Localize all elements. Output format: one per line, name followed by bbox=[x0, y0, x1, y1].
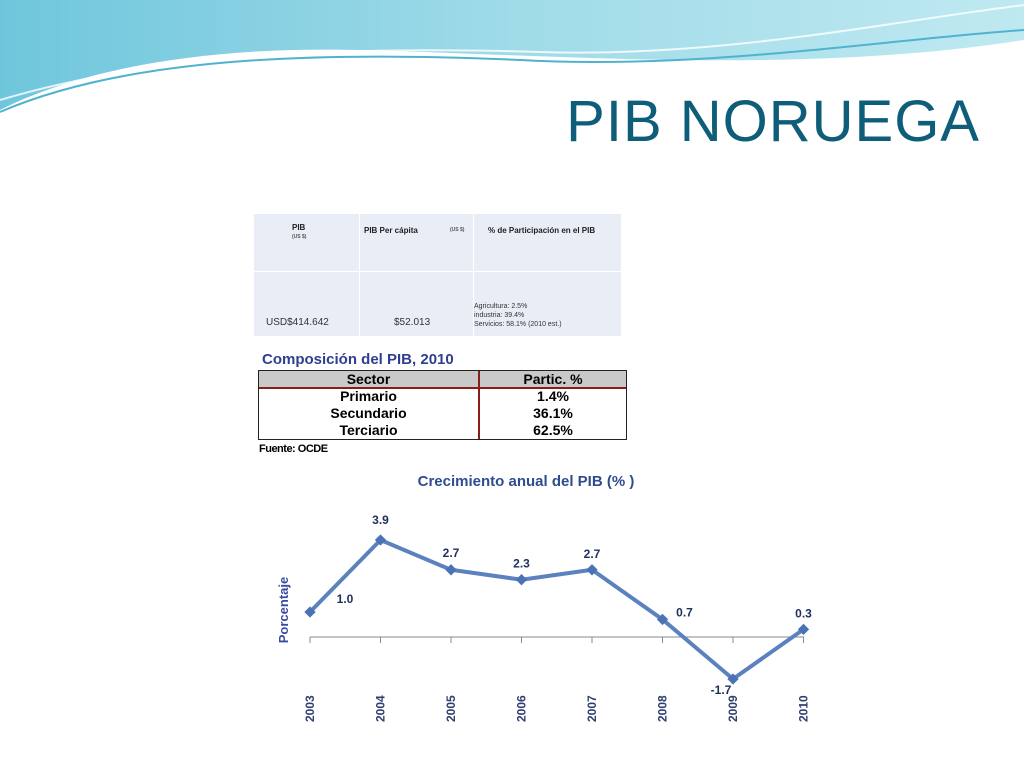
x-tick-label: 2004 bbox=[374, 695, 388, 722]
data-label: 3.9 bbox=[372, 513, 389, 527]
data-point-marker bbox=[797, 623, 810, 636]
series-markers bbox=[304, 534, 810, 685]
composition-row-sector: Terciario bbox=[339, 422, 398, 438]
x-tick-label: 2005 bbox=[444, 695, 458, 722]
x-tick-label: 2003 bbox=[303, 695, 317, 722]
x-tick-label: 2010 bbox=[797, 695, 811, 722]
info-participation-list: Agricultura: 2.5% industria: 39.4% Servi… bbox=[474, 302, 562, 329]
data-label: 2.7 bbox=[584, 547, 601, 561]
data-labels: 1.0 3.9 2.7 2.3 2.7 0.7 -1.7 0.3 bbox=[337, 513, 813, 697]
data-point-marker bbox=[515, 574, 528, 586]
info-table-divider bbox=[254, 271, 621, 272]
data-label: 1.0 bbox=[337, 592, 354, 606]
composition-source: Fuente: OCDE bbox=[259, 443, 328, 455]
participation-industry: industria: 39.4% bbox=[474, 312, 525, 319]
composition-row-value: 1.4% bbox=[537, 388, 569, 404]
x-tick-label: 2009 bbox=[726, 695, 740, 722]
composition-row-value: 62.5% bbox=[533, 422, 573, 438]
participation-agriculture: Agricultura: 2.5% bbox=[474, 303, 528, 310]
info-header-per-capita-unit: (US $) bbox=[450, 227, 465, 233]
info-pib-value: USD$414.642 bbox=[266, 317, 329, 328]
data-label: 0.3 bbox=[795, 606, 812, 620]
data-point-marker bbox=[445, 564, 457, 576]
data-label: 0.7 bbox=[676, 605, 693, 619]
composition-row-value: 36.1% bbox=[533, 405, 573, 421]
composition-row-sector: Secundario bbox=[330, 405, 407, 421]
header-waves bbox=[0, 0, 1024, 113]
x-axis-ticks bbox=[309, 637, 804, 643]
composition-table: Sector Partic. % Primario 1.4% Secundari… bbox=[258, 370, 627, 440]
data-label: 2.3 bbox=[513, 557, 530, 571]
info-header-pib: PIB bbox=[292, 223, 306, 232]
y-axis-label: Porcentaje bbox=[276, 577, 291, 643]
composition-row-sector: Primario bbox=[340, 388, 397, 404]
x-tick-labels: 2003 2004 2005 2006 2007 2008 2009 2010 bbox=[303, 695, 811, 722]
info-header-participation: % de Participación en el PIB bbox=[488, 226, 596, 235]
series-line bbox=[308, 538, 805, 681]
gdp-info-table: PIB (US $) PIB Per cápita (US $) % de Pa… bbox=[254, 214, 621, 336]
slide-title: PIB NORUEGA bbox=[566, 89, 980, 154]
composition-header-share: Partic. % bbox=[480, 371, 626, 387]
x-tick-label: 2006 bbox=[515, 695, 529, 722]
composition-header-sector: Sector bbox=[259, 371, 478, 387]
composition-column-divider bbox=[478, 371, 480, 439]
x-tick-label: 2008 bbox=[656, 695, 670, 722]
x-tick-label: 2007 bbox=[585, 695, 599, 722]
data-point-marker bbox=[727, 673, 739, 685]
data-point-marker bbox=[304, 606, 316, 618]
data-label: 2.7 bbox=[443, 546, 460, 560]
chart-title: Crecimiento anual del PIB (% ) bbox=[418, 473, 635, 490]
info-col-pib bbox=[254, 214, 360, 336]
participation-services: Servicios: 58.1% (2010 est.) bbox=[474, 321, 562, 328]
info-header-pib-unit: (US $) bbox=[292, 234, 307, 240]
data-label: -1.7 bbox=[711, 683, 732, 697]
info-per-capita-value: $52.013 bbox=[394, 317, 431, 328]
info-header-per-capita: PIB Per cápita bbox=[364, 226, 418, 235]
composition-header-divider bbox=[259, 387, 626, 389]
composition-title: Composición del PIB, 2010 bbox=[262, 351, 454, 368]
gdp-growth-chart: Crecimiento anual del PIB (% ) Porcentaj… bbox=[276, 473, 813, 722]
info-col-per-capita bbox=[359, 214, 474, 336]
